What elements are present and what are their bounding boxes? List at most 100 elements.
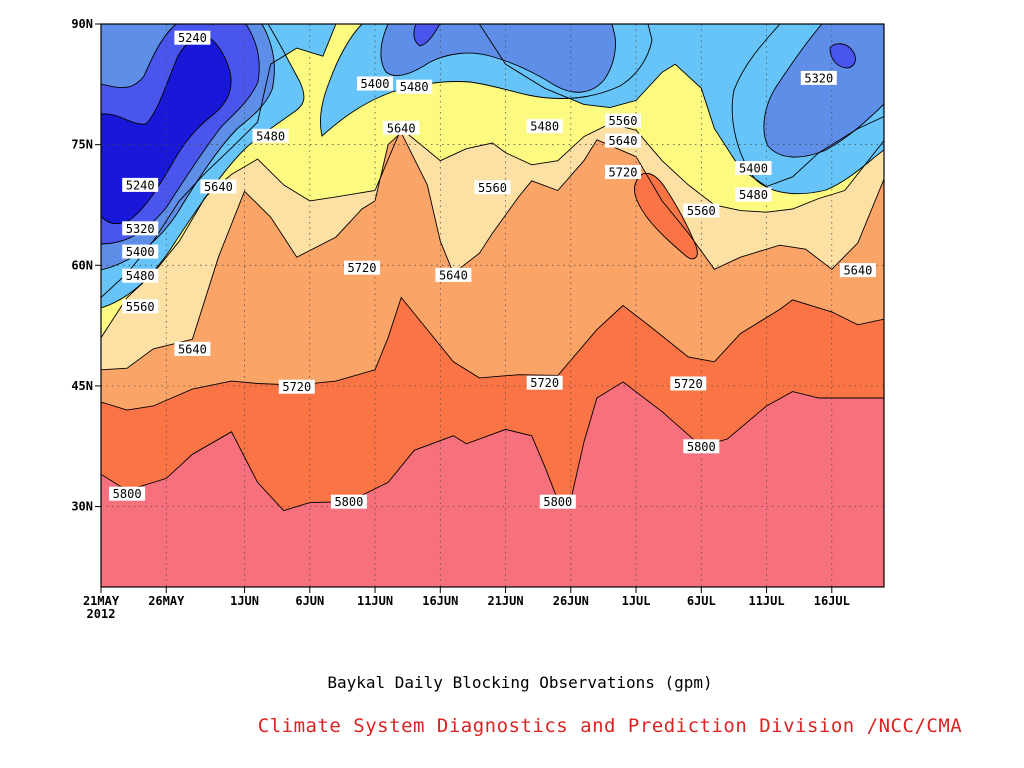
contour-fill-above-5800	[101, 381, 884, 587]
contour-line-5240-5320-nw-pool	[101, 24, 260, 245]
contour-label-box	[109, 486, 146, 501]
contour-label-box	[605, 165, 641, 179]
contour-label: 5640	[178, 342, 207, 356]
contour-line-5320-5400-ne-pool	[763, 24, 884, 158]
contour-label: 5720	[530, 376, 559, 390]
contour-label: 5240	[178, 31, 207, 45]
contour-label-box	[539, 494, 576, 509]
x-tick-label: 11JUL	[748, 594, 784, 608]
contour-fill-5240-5320-ne-pool	[830, 43, 856, 68]
contour-line-5640	[101, 131, 884, 371]
contour-line-5400-5480-n-pool	[319, 24, 653, 137]
contour-label-box	[357, 76, 393, 91]
contour-label: 5320	[804, 71, 833, 85]
x-tick-label: 26MAY	[148, 594, 185, 608]
contour-label: 5640	[843, 264, 872, 278]
contour-label-box	[683, 203, 720, 218]
contour-label: 5480	[256, 129, 285, 143]
contour-line-5240-5320-n-pool	[413, 24, 441, 47]
y-tick-label: 90N	[71, 17, 93, 31]
contour-line-5480	[101, 24, 884, 298]
contour-label: 5640	[387, 121, 416, 135]
contour-line-5560	[101, 123, 884, 338]
y-tick-label: 75N	[71, 138, 93, 152]
contour-fill-5240-5320-n-pool	[413, 24, 440, 46]
contour-label-box	[605, 133, 641, 148]
contour-label: 5560	[126, 300, 155, 314]
contour-label-box	[474, 180, 511, 195]
contour-line-5240-5320-ne-pool	[829, 43, 856, 69]
contour-label-box	[526, 119, 563, 134]
contour-label-box	[122, 177, 159, 192]
contour-label: 5800	[687, 440, 716, 454]
x-tick-label: 1JUL	[622, 594, 651, 608]
x-tick-label: 21JUN	[487, 594, 523, 608]
contour-label-box	[396, 79, 433, 94]
contour-label: 5720	[674, 377, 703, 391]
contour-label-box	[435, 267, 472, 282]
x-tick-label: 11JUN	[357, 594, 393, 608]
y-axis: 30N 45N 60N 75N 90N	[71, 17, 101, 514]
contour-line-5320-5400-n-pool	[380, 24, 616, 93]
contour-line-5720	[101, 296, 884, 411]
x-tick-label: 26JUN	[553, 594, 589, 608]
contour-label-layer: 5240 5400 5480 5480 5640 5560 5640 5480 5320 5240…	[109, 30, 876, 509]
contour-label-box	[839, 263, 876, 278]
contour-label-box	[252, 128, 289, 143]
contour-label-box	[174, 341, 211, 356]
contour-label: 5720	[609, 166, 638, 180]
contour-label: 5480	[400, 80, 429, 94]
contour-label-box	[122, 268, 159, 283]
y-tick-label: 30N	[71, 500, 93, 514]
x-tick-label: 6JUL	[687, 594, 716, 608]
contour-label: 5640	[609, 134, 638, 148]
y-tick-label: 60N	[71, 258, 93, 272]
x-axis: 21MAY 26MAY 1JUN 6JUN 11JUN 16JUN 21JUN 26JUN 1J…	[83, 587, 850, 621]
contour-line-below-5240-nw-pool	[101, 35, 232, 225]
contour-label-box	[344, 260, 380, 275]
contour-label: 5400	[126, 245, 155, 259]
contour-label: 5560	[687, 204, 716, 218]
contour-label-box	[735, 187, 772, 202]
contour-label: 5320	[126, 222, 155, 236]
contour-label-box	[526, 375, 563, 390]
contour-label: 5640	[439, 268, 468, 282]
contour-label: 5800	[334, 495, 363, 509]
contour-label-box	[200, 179, 237, 194]
contour-label-box	[122, 299, 159, 314]
y-tick-label: 45N	[71, 379, 93, 393]
contour-label-box	[735, 161, 772, 175]
contour-label-box	[683, 439, 720, 454]
contour-label-box	[383, 120, 420, 135]
contour-label-box	[605, 113, 641, 128]
contour-label: 5240	[126, 178, 155, 192]
plot-frame	[100, 23, 885, 588]
x-tick-label: 16JUL	[814, 594, 850, 608]
contour-label-box	[122, 221, 159, 236]
contour-label: 5720	[282, 380, 311, 394]
contour-fill-5720-5800-jul-pool	[634, 173, 698, 259]
contour-label-box	[278, 379, 315, 394]
contour-label: 5640	[204, 180, 233, 194]
contour-line-5720-5800-jul-pool	[634, 172, 698, 260]
contour-label: 5800	[113, 487, 142, 501]
contour-label: 5400	[739, 162, 768, 176]
credit-line: Climate System Diagnostics and Predictio…	[258, 715, 962, 737]
contour-label: 5480	[530, 120, 559, 134]
x-year-label: 2012	[87, 607, 116, 621]
contour-label: 5560	[478, 181, 507, 195]
chart-title: Baykal Daily Blocking Observations (gpm)	[327, 673, 712, 692]
contour-label-box	[330, 494, 367, 509]
x-tick-label: 1JUN	[230, 594, 259, 608]
contour-label: 5480	[739, 188, 768, 202]
contour-label: 5400	[361, 77, 390, 91]
x-tick-label: 16JUN	[422, 594, 458, 608]
x-tick-label: 21MAY	[83, 594, 120, 608]
contour-label-box	[122, 244, 159, 259]
contour-label: 5720	[348, 261, 377, 275]
contour-line-5400-5480-ne-pool	[731, 24, 884, 195]
x-tick-label: 6JUN	[295, 594, 324, 608]
contour-label: 5560	[609, 114, 638, 128]
contour-label-box	[174, 30, 211, 45]
